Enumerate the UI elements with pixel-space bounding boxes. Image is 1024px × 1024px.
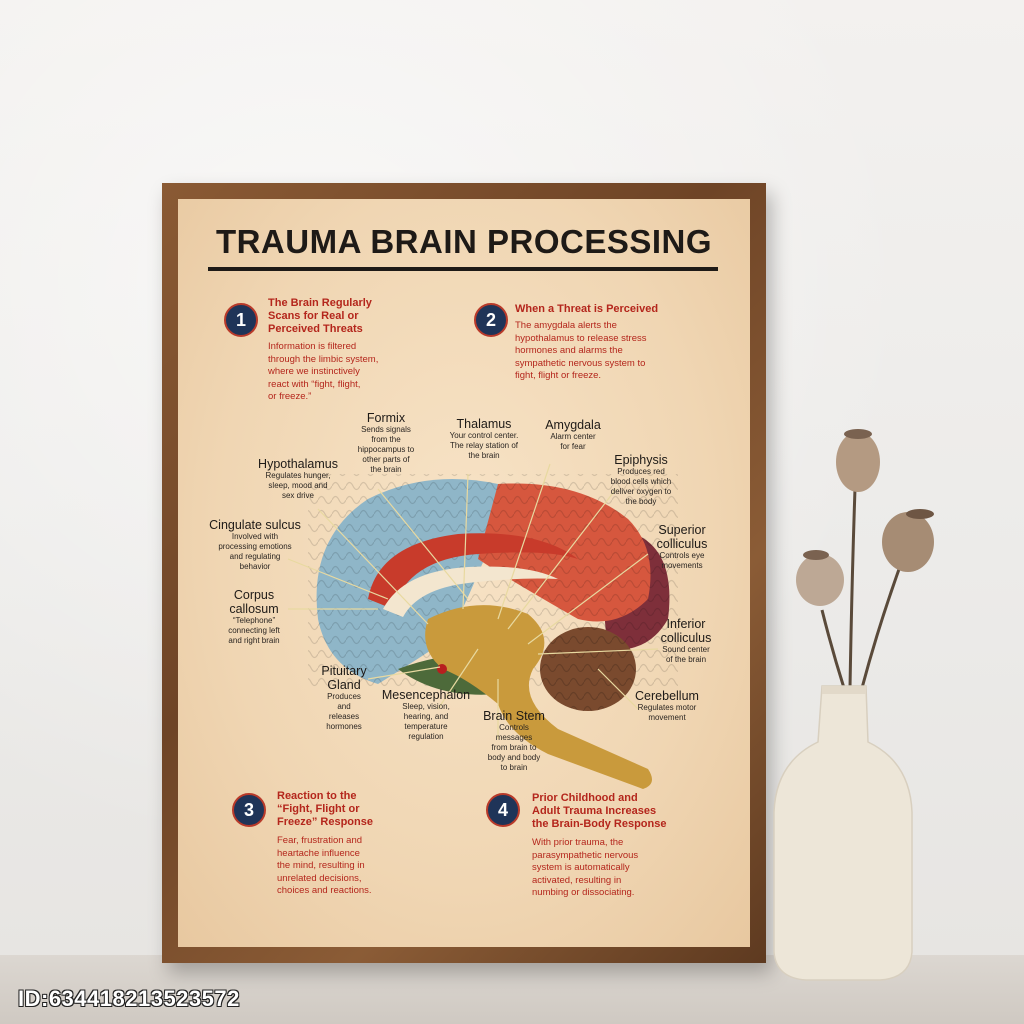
label-cingulate-sulcus: Cingulate sulcus Involved with processin… (209, 518, 301, 571)
label-epiphysis: Epiphysis Produces red blood cells which… (610, 453, 672, 506)
corpus-callosum-shape (383, 566, 558, 617)
step-2-body: The amygdala alerts the hypothalamus to … (515, 320, 647, 381)
pituitary-dot (437, 664, 447, 674)
ceramic-vase (773, 685, 913, 981)
poster-frame: TRAUMA BRAIN PROCESSING 1 The Brain Regu… (162, 183, 766, 963)
step-1-body: Information is filtered through the limb… (268, 341, 379, 402)
brain-diagram (287, 463, 678, 789)
step-4-body: With prior trauma, the parasympathetic n… (532, 837, 639, 898)
label-hypothalamus: Hypothalamus Regulates hunger, sleep, mo… (258, 457, 338, 500)
label-inferior-colliculus: Inferior colliculus Sound center of the … (660, 617, 712, 664)
watermark-id: ID:634418213523572 (18, 986, 240, 1011)
poppy-pod-2 (882, 512, 934, 572)
label-formix: Formix Sends signals from the hippocampu… (357, 411, 415, 474)
label-thalamus: Thalamus Your control center. The relay … (449, 417, 519, 460)
label-mesencephalon: Mesencephalon Sleep, vision, hearing, an… (381, 688, 471, 741)
poster-title: TRAUMA BRAIN PROCESSING (215, 223, 713, 260)
label-superior-colliculus: Superior colliculus Controls eye movemen… (656, 523, 708, 570)
cingulate-band (368, 533, 578, 609)
label-corpus-callosum: Corpus callosum “Telephone” connecting l… (228, 588, 280, 645)
step-2-badge: 2 (474, 303, 508, 337)
step-3-body: Fear, frustration and heartache influenc… (277, 835, 372, 896)
label-pituitary-gland: Pituitary Gland Produces and releases ho… (321, 664, 367, 731)
label-cerebellum: Cerebellum Regulates motor movement (635, 689, 699, 722)
poppy-pod-3 (796, 554, 844, 606)
poppy-pod-1 (836, 432, 880, 492)
title-underline (208, 267, 718, 271)
leader-lines (287, 463, 659, 739)
label-amygdala: Amygdala Alarm center for fear (545, 418, 601, 451)
step-1-badge: 1 (224, 303, 258, 337)
step-2-title: When a Threat is Perceived (515, 303, 659, 315)
vase-with-poppies (796, 429, 934, 689)
step-3-badge: 3 (232, 793, 266, 827)
poster: TRAUMA BRAIN PROCESSING 1 The Brain Regu… (178, 199, 750, 947)
midbrain-structures (425, 605, 652, 789)
step-4-title: Prior Childhood and Adult Trauma Increas… (532, 792, 667, 830)
step-4-badge: 4 (486, 793, 520, 827)
step-3-title: Reaction to the “Fight, Flight or Freeze… (277, 790, 373, 828)
step-1-title: The Brain Regularly Scans for Real or Pe… (268, 297, 372, 335)
label-brain-stem: Brain Stem Controls messages from brain … (483, 709, 545, 772)
